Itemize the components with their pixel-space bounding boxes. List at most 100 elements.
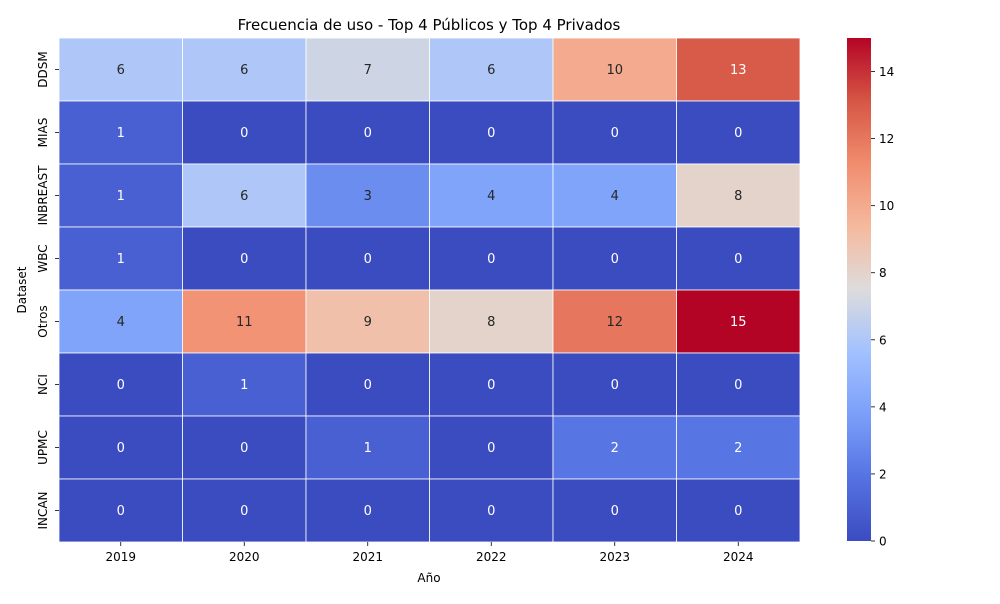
cell-value-label: 0 <box>611 378 619 393</box>
heatmap-cell <box>305 163 430 228</box>
heatmap-cell <box>552 352 677 417</box>
cell-value-label: 4 <box>487 189 495 204</box>
heatmap-cell <box>676 37 801 102</box>
colorbar-tick-label: 8 <box>879 266 887 280</box>
cell-value-label: 1 <box>117 189 125 204</box>
y-tick-label: INBREAST <box>36 165 50 225</box>
y-tick-label: INCAN <box>36 491 50 529</box>
cell-value-label: 1 <box>117 126 125 141</box>
colorbar-gradient <box>847 38 871 541</box>
cell-value-label: 10 <box>606 63 623 78</box>
cell-value-label: 0 <box>117 441 125 456</box>
heatmap-cell <box>182 163 307 228</box>
cell-value-label: 7 <box>364 63 372 78</box>
heatmap-cell <box>676 415 801 480</box>
colorbar-tick-label: 6 <box>879 333 887 347</box>
cell-value-label: 8 <box>487 315 495 330</box>
cell-value-label: 8 <box>734 189 742 204</box>
cell-value-label: 6 <box>240 63 248 78</box>
cell-value-label: 4 <box>117 315 125 330</box>
heatmap-cell <box>182 226 307 291</box>
colorbar-tick-label: 14 <box>879 65 894 79</box>
heatmap-cell <box>182 415 307 480</box>
y-tick-label: NCI <box>36 374 50 395</box>
x-axis-label: Año <box>417 571 440 585</box>
heatmap-cell <box>182 100 307 165</box>
heatmap-cell <box>552 163 677 228</box>
heatmap-cell <box>676 226 801 291</box>
heatmap-cell <box>305 478 430 543</box>
colorbar-tick-label: 10 <box>879 199 894 213</box>
cell-value-label: 13 <box>730 63 747 78</box>
heatmap-cell <box>552 478 677 543</box>
heatmap-cell <box>676 352 801 417</box>
cell-value-label: 0 <box>734 378 742 393</box>
cell-value-label: 0 <box>240 252 248 267</box>
heatmap-cell <box>58 352 183 417</box>
cell-value-label: 0 <box>734 252 742 267</box>
cell-value-label: 11 <box>236 315 253 330</box>
cell-value-label: 12 <box>606 315 623 330</box>
cell-value-label: 2 <box>734 441 742 456</box>
heatmap-cell <box>305 37 430 102</box>
heatmap-cell <box>676 289 801 354</box>
cell-value-label: 0 <box>117 378 125 393</box>
cell-value-label: 0 <box>240 504 248 519</box>
heatmap-cell <box>429 37 554 102</box>
heatmap-cell <box>552 289 677 354</box>
heatmap-cells: 6 6 7 6 10 131 0 0 0 0 01 6 3 4 4 81 0 0 0 0 04 11 9 8 12 150 1 0 0 0… <box>58 37 801 543</box>
heatmap-cell <box>429 478 554 543</box>
y-tick-label: Otros <box>36 305 50 337</box>
heatmap-cell <box>58 289 183 354</box>
heatmap-cell <box>58 226 183 291</box>
chart-title: Frecuencia de uso - Top 4 Públicos y Top… <box>238 16 621 34</box>
x-tick-label: 2024 <box>723 550 754 564</box>
colorbar-tick-label: 0 <box>879 535 887 549</box>
heatmap-cell <box>58 163 183 228</box>
cell-value-label: 0 <box>487 378 495 393</box>
cell-value-label: 0 <box>240 126 248 141</box>
cell-value-label: 0 <box>487 126 495 141</box>
heatmap-cell <box>429 289 554 354</box>
cell-value-label: 1 <box>364 441 372 456</box>
heatmap-cell <box>58 37 183 102</box>
heatmap-cell <box>182 37 307 102</box>
cell-value-label: 4 <box>611 189 619 204</box>
heatmap-cell <box>429 100 554 165</box>
y-tick-label: WBC <box>36 244 50 272</box>
heatmap-cell <box>429 226 554 291</box>
cell-value-label: 0 <box>364 252 372 267</box>
cell-value-label: 0 <box>487 441 495 456</box>
colorbar: 0 2 4 6 8 10 12 14 <box>847 38 894 549</box>
colorbar-tick-label: 2 <box>879 467 887 481</box>
x-tick-labels: 2019 2020 2021 2022 2023 2024 <box>105 542 754 564</box>
cell-value-label: 0 <box>734 504 742 519</box>
cell-value-label: 6 <box>240 189 248 204</box>
cell-value-label: 1 <box>117 252 125 267</box>
heatmap-cell <box>552 226 677 291</box>
cell-value-label: 6 <box>117 63 125 78</box>
cell-value-label: 0 <box>364 504 372 519</box>
heatmap-cell <box>676 100 801 165</box>
cell-value-label: 6 <box>487 63 495 78</box>
cell-value-label: 0 <box>240 441 248 456</box>
cell-value-label: 0 <box>364 378 372 393</box>
y-axis-label: Dataset <box>15 266 29 313</box>
colorbar-tick-label: 4 <box>879 400 887 414</box>
x-tick-label: 2020 <box>229 550 260 564</box>
heatmap-cell <box>305 289 430 354</box>
y-tick-label: UPMC <box>36 430 50 465</box>
cell-value-label: 15 <box>730 315 747 330</box>
heatmap-cell <box>429 163 554 228</box>
colorbar-tick-label: 12 <box>879 132 894 146</box>
cell-value-label: 0 <box>487 252 495 267</box>
heatmap-cell <box>676 478 801 543</box>
y-tick-label: DDSM <box>36 51 50 87</box>
cell-value-label: 2 <box>611 441 619 456</box>
x-tick-label: 2021 <box>352 550 383 564</box>
x-tick-label: 2022 <box>476 550 507 564</box>
x-tick-label: 2019 <box>105 550 136 564</box>
cell-value-label: 0 <box>117 504 125 519</box>
